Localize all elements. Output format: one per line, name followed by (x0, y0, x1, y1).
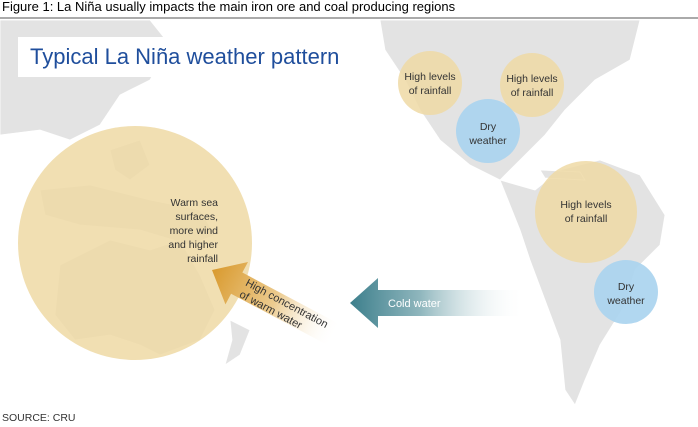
region-circle (398, 51, 462, 115)
cold-arrow (350, 278, 525, 328)
cold-current: Cold water (350, 278, 525, 328)
region-circle (18, 126, 252, 360)
region-label: High levels (560, 199, 611, 211)
region-circle (500, 53, 564, 117)
figure-title: Figure 1: La Niña usually impacts the ma… (2, 0, 456, 14)
region-label: High levels (506, 73, 557, 85)
region-label: weather (468, 135, 507, 147)
region-label: Dry (618, 281, 635, 293)
region-labels: Warm sea surfaces, more wind and higher … (168, 71, 645, 307)
warm-arrow (212, 261, 342, 347)
region-label: rainfall (187, 253, 218, 265)
region-label: High levels (404, 71, 455, 83)
region-label: Dry (480, 121, 497, 133)
region-label: more wind (170, 225, 219, 237)
region-circle (535, 161, 637, 263)
region-label: surfaces, (175, 211, 218, 223)
map-title: Typical La Niña weather pattern (30, 44, 339, 69)
title-box (18, 37, 368, 77)
region-label: Warm sea (171, 197, 219, 209)
region-label: and higher (168, 239, 218, 251)
region-label: of rainfall (565, 213, 608, 225)
region-circle (456, 99, 520, 163)
source: SOURCE: CRU (2, 412, 76, 424)
region-label: weather (606, 295, 645, 307)
region-circle (594, 260, 658, 324)
region-label: of rainfall (409, 85, 452, 97)
region-label: of rainfall (511, 87, 554, 99)
current-label: Cold water (388, 298, 441, 310)
map-title-box: Typical La Niña weather pattern (18, 37, 368, 77)
